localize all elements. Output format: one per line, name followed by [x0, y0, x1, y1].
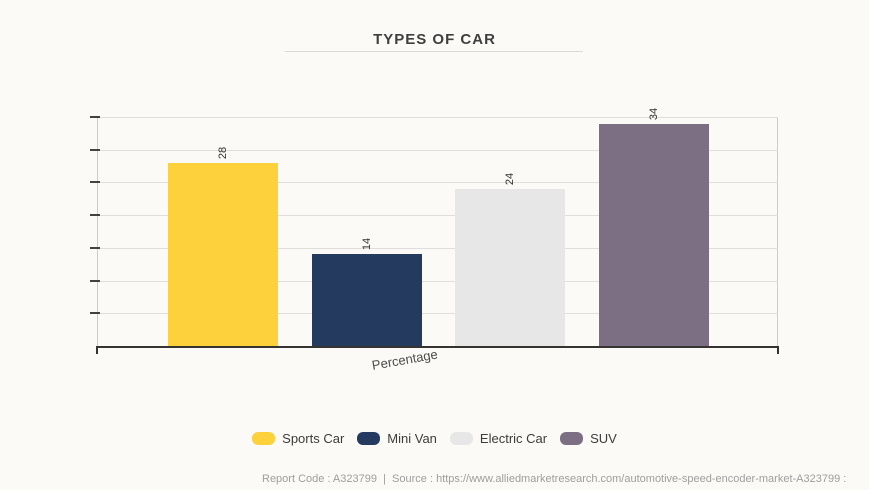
legend-item-sports-car[interactable]: Sports Car	[252, 431, 344, 446]
y-axis-tick	[90, 181, 100, 184]
bar-value-label: 24	[504, 172, 517, 186]
y-axis-tick	[90, 246, 100, 249]
bottom-strip	[0, 490, 869, 500]
legend-swatch-icon	[449, 432, 473, 445]
bar-sports-car[interactable]	[168, 162, 278, 346]
bar-value-label: 28	[217, 146, 229, 159]
gridline	[97, 117, 778, 118]
x-axis-line	[96, 346, 779, 348]
y-axis-tick	[90, 116, 100, 118]
bar-mini-van[interactable]	[311, 254, 422, 346]
legend-swatch-icon	[252, 432, 276, 445]
gridline	[97, 247, 778, 249]
y-axis-tick	[90, 148, 100, 151]
legend-item-mini-van[interactable]: Mini Van	[357, 431, 437, 446]
bar-value-label: 34	[648, 107, 660, 120]
gridline	[97, 215, 778, 217]
legend-swatch-icon	[560, 432, 584, 445]
chart-title: TYPES OF CAR	[373, 31, 496, 48]
y-axis-tick	[90, 312, 100, 315]
y-axis-tick	[90, 214, 100, 217]
plot-area: 28 14 24 34	[90, 107, 779, 354]
legend-label: Mini Van	[387, 431, 437, 446]
gridline	[97, 149, 778, 151]
legend-label: Electric Car	[479, 431, 548, 446]
bar-value-label: 14	[360, 238, 373, 251]
gridline	[97, 182, 778, 184]
bar-electric-car[interactable]	[455, 188, 566, 346]
y-axis-line	[97, 117, 98, 346]
title-underline	[285, 51, 583, 52]
gridline	[97, 280, 778, 282]
legend-label: Sports Car	[282, 431, 345, 446]
footer-note: Report Code : A323799 | Source : https:/…	[262, 473, 847, 485]
bar-suv[interactable]	[599, 123, 709, 346]
y-axis-tick	[90, 279, 100, 282]
x-axis-tick	[777, 346, 779, 354]
gridline	[97, 313, 778, 315]
right-border-line	[777, 117, 778, 346]
legend-item-suv[interactable]: SUV	[560, 431, 617, 446]
x-axis-title: Percentage	[370, 346, 439, 373]
legend-item-electric-car[interactable]: Electric Car	[449, 431, 548, 446]
x-axis-tick	[96, 346, 98, 354]
legend-swatch-icon	[357, 432, 381, 445]
legend: Sports Car Mini Van Electric Car SUV	[0, 431, 869, 446]
legend-label: SUV	[590, 431, 617, 446]
